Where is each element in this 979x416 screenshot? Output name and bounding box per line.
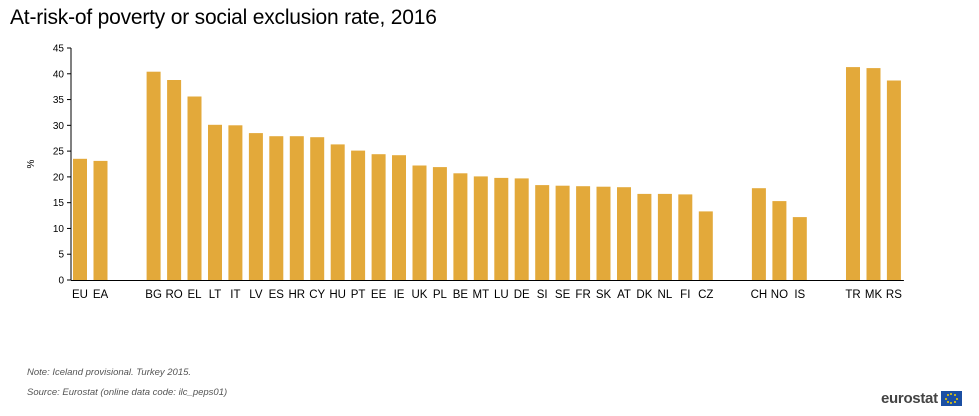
bar — [596, 186, 611, 280]
x-tick-label: DK — [636, 289, 652, 301]
eurostat-logo: eurostat — [881, 390, 962, 407]
x-tick-label: HR — [288, 289, 305, 301]
x-tick-label: UK — [412, 289, 428, 301]
x-tick-label: PT — [351, 289, 366, 301]
y-tick-label: 25 — [53, 147, 65, 158]
bar — [93, 160, 108, 280]
y-tick-label: 45 — [53, 44, 65, 55]
y-tick-label: 35 — [53, 95, 65, 106]
x-tick-label: RO — [165, 289, 182, 301]
x-tick-label: CH — [751, 289, 768, 301]
bar — [678, 194, 693, 280]
bar — [269, 136, 284, 280]
y-axis-label: % — [26, 159, 37, 168]
x-tick-label: IE — [394, 289, 405, 301]
x-tick-label: CY — [309, 289, 325, 301]
bar — [289, 136, 304, 280]
chart-source: Source: Eurostat (online data code: ilc_… — [27, 387, 228, 398]
x-tick-label: LT — [209, 289, 222, 301]
bar — [412, 165, 427, 280]
eu-flag-icon — [940, 391, 962, 406]
bar — [886, 80, 901, 280]
y-tick-label: 15 — [53, 198, 65, 209]
bar — [453, 173, 468, 280]
bar — [657, 193, 672, 280]
y-tick-label: 40 — [53, 69, 65, 80]
bar — [330, 144, 345, 280]
bar — [698, 211, 713, 280]
y-tick-label: 5 — [58, 250, 64, 261]
x-tick-label: SI — [537, 289, 548, 301]
chart-title: At-risk-of poverty or social exclusion r… — [10, 6, 437, 29]
bar — [371, 154, 386, 280]
bar — [637, 193, 652, 280]
bar — [248, 133, 263, 280]
bar — [310, 137, 325, 280]
x-tick-label: SK — [596, 289, 612, 301]
x-tick-label: BG — [145, 289, 162, 301]
chart-note: Note: Iceland provisional. Turkey 2015. — [27, 367, 192, 378]
x-tick-label: FI — [680, 289, 690, 301]
bar — [772, 201, 787, 280]
x-tick-label: IT — [230, 289, 240, 301]
bar — [514, 178, 529, 280]
bar — [535, 185, 550, 280]
y-tick-label: 10 — [53, 224, 65, 235]
x-tick-label: PL — [433, 289, 448, 301]
x-tick-label: EE — [371, 289, 387, 301]
x-tick-label: LU — [494, 289, 509, 301]
x-tick-label: ES — [269, 289, 285, 301]
x-tick-label: EA — [93, 289, 109, 301]
bar — [473, 176, 488, 280]
y-tick-label: 30 — [53, 121, 65, 132]
bar — [73, 158, 87, 280]
x-tick-label: DE — [514, 289, 530, 301]
bar — [208, 124, 222, 280]
x-tick-label: CZ — [698, 289, 713, 301]
bar — [146, 71, 161, 280]
x-tick-label: NO — [771, 289, 788, 301]
x-tick-label: FR — [575, 289, 590, 301]
x-tick-label: EL — [187, 289, 202, 301]
bar — [167, 80, 182, 280]
x-tick-label: RS — [886, 289, 902, 301]
bar — [555, 185, 570, 280]
x-tick-label: AT — [617, 289, 631, 301]
bar — [228, 125, 243, 280]
x-tick-label: BE — [453, 289, 469, 301]
x-tick-label: SE — [555, 289, 571, 301]
x-tick-label: IS — [794, 289, 805, 301]
x-tick-label: TR — [845, 289, 860, 301]
x-tick-label: MK — [865, 289, 883, 301]
bar — [751, 188, 766, 280]
y-tick-label: 0 — [58, 276, 64, 287]
bar — [392, 155, 406, 280]
bar — [617, 187, 631, 280]
bar — [846, 67, 860, 280]
logo-text: eurostat — [881, 390, 938, 407]
x-tick-label: NL — [658, 289, 673, 301]
bar — [351, 150, 366, 280]
bar — [576, 186, 591, 280]
bar — [187, 96, 202, 280]
y-tick-label: 20 — [53, 172, 65, 183]
bar — [866, 68, 881, 280]
bar — [494, 177, 509, 280]
bar — [792, 217, 807, 280]
x-tick-label: HU — [329, 289, 346, 301]
x-tick-label: LV — [249, 289, 263, 301]
x-tick-label: MT — [472, 289, 489, 301]
x-tick-label: EU — [72, 289, 88, 301]
bar — [432, 167, 447, 280]
